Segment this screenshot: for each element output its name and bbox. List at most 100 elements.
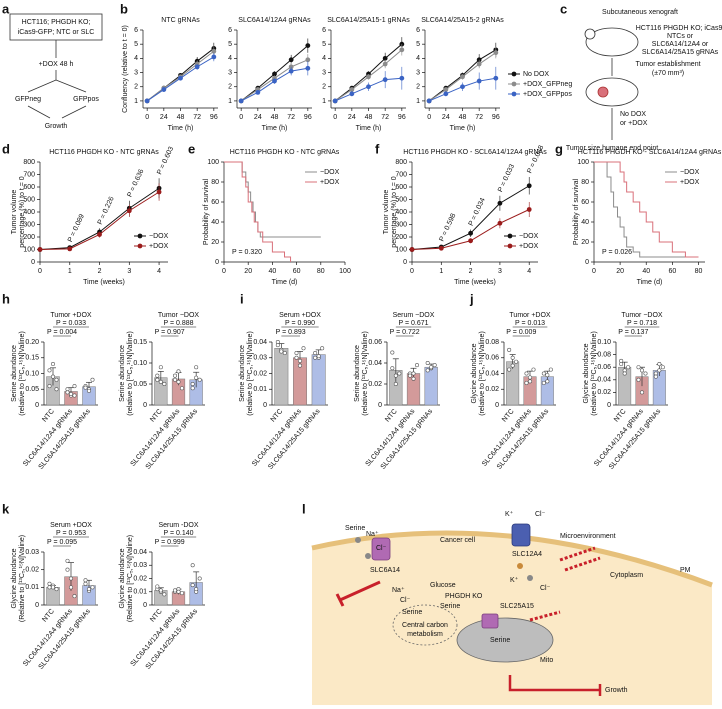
- data-point: [399, 41, 405, 47]
- diagram-l-shapes: [311, 523, 713, 705]
- data-point: [493, 50, 499, 56]
- data-point: [305, 65, 311, 71]
- chart-title: HCT116 PHGDH KO - SCL6A14/12A4 gRNAs: [403, 149, 547, 156]
- legend-label: +DOX: [680, 179, 700, 186]
- y-tick-label: 80: [211, 179, 219, 186]
- x-tick-label: 48: [271, 114, 279, 121]
- y-axis-label: Glycine abundance: [119, 548, 126, 608]
- diagram-label: Na⁺: [392, 586, 405, 594]
- legend-marker: [507, 243, 513, 249]
- p-value: P = 0.598: [438, 212, 457, 242]
- data-point: [393, 373, 398, 378]
- y-tick-label: 0: [35, 402, 39, 409]
- y-tick-label: 0.05: [25, 386, 39, 393]
- bar: [424, 366, 438, 406]
- x-tick-label: 96: [492, 114, 500, 121]
- diagram-label: SLC12A4: [512, 551, 542, 558]
- data-point: [526, 207, 532, 212]
- data-point: [211, 48, 217, 54]
- y-tick-label: 0.15: [25, 355, 39, 362]
- data-point: [294, 355, 299, 360]
- y-tick-label: 4: [134, 55, 138, 62]
- y-tick-label: 100: [395, 246, 407, 253]
- p-value: P = 0.722: [390, 329, 420, 336]
- data-point: [493, 75, 499, 81]
- y-tick-label: 0.08: [597, 351, 611, 358]
- data-point: [426, 98, 432, 104]
- x-tick-label: 4: [157, 268, 161, 275]
- data-point: [180, 386, 185, 391]
- p-value: P = 0.140: [163, 530, 193, 537]
- chart-title: Tumor −DOX: [158, 312, 199, 319]
- chart-title: SLC6A14/12A4 gRNAs: [238, 17, 311, 24]
- y-tick-label: 400: [23, 209, 35, 216]
- y-tick-label: 700: [395, 171, 407, 178]
- data-point: [527, 375, 532, 380]
- data-point: [390, 350, 395, 355]
- y-tick-label: 1: [228, 98, 232, 105]
- data-point: [294, 351, 299, 356]
- data-point: [297, 363, 302, 368]
- data-point: [366, 74, 371, 80]
- branch-text: GFPneg: [15, 96, 41, 103]
- x-tick-label: 48: [365, 114, 373, 121]
- x-tick-label: 96: [210, 114, 218, 121]
- panel-label: b: [120, 1, 128, 16]
- y-axis-label: Confluency (relative to t = 0): [122, 25, 129, 113]
- data-point: [548, 367, 553, 372]
- p-value: P = 0.718: [627, 320, 657, 327]
- diagram-label: Serine: [402, 609, 422, 616]
- step-text: Tumor establishment: [635, 61, 700, 68]
- p-value: P = 0.137: [618, 329, 648, 336]
- x-tick-label: 48: [177, 114, 185, 121]
- y-tick-label: 4: [416, 55, 420, 62]
- legend-label: +DOX_GFPneg: [523, 81, 572, 88]
- x-axis-label: Time (d): [637, 279, 663, 286]
- legend-marker: [507, 233, 513, 239]
- data-point: [332, 98, 338, 104]
- data-point: [69, 576, 74, 581]
- chart-title: Serum +DOX: [279, 312, 321, 319]
- x-axis-label: Time (h): [450, 125, 476, 132]
- data-point: [83, 578, 88, 583]
- diagram-label: Mito: [540, 657, 553, 664]
- diagram-c-shapes: [584, 27, 639, 140]
- x-tick-label: 60: [293, 268, 301, 275]
- x-tick-label: 72: [287, 114, 295, 121]
- diagram-label: Cl⁻: [535, 511, 546, 518]
- panel-label: i: [240, 291, 244, 306]
- y-tick-label: 0.04: [133, 549, 147, 556]
- data-point: [190, 583, 195, 588]
- x-tick-label: NTC: [41, 408, 56, 424]
- data-point: [97, 232, 102, 237]
- y-tick-label: 0.02: [485, 386, 499, 393]
- y-tick-label: 1: [134, 98, 138, 105]
- data-point: [639, 390, 644, 395]
- data-point: [238, 98, 244, 104]
- p-value: P = 0.636: [126, 168, 145, 198]
- y-axis-label: (Relative to [¹³C₅,¹⁵N]Valine): [127, 535, 134, 622]
- y-axis-label: (relative to [¹³C₅,¹⁵N]Valine): [19, 331, 26, 416]
- data-point: [414, 363, 419, 368]
- data-point: [619, 358, 624, 363]
- y-tick-label: 0.01: [133, 589, 147, 596]
- data-point: [622, 371, 627, 376]
- x-tick-label: NTC: [149, 408, 164, 424]
- data-point: [279, 349, 284, 354]
- diagram-a-shapes: [9, 13, 103, 119]
- data-point: [158, 365, 163, 370]
- y-tick-label: 3: [134, 69, 138, 76]
- data-point: [510, 363, 515, 368]
- data-point: [176, 379, 181, 384]
- data-point: [50, 374, 55, 379]
- chart-title: Serum +DOX: [50, 522, 92, 529]
- data-point: [72, 393, 77, 398]
- x-axis-label: Time (weeks): [83, 279, 125, 286]
- data-point: [65, 567, 70, 572]
- data-point: [54, 377, 59, 382]
- diagram-label: Cl⁻: [400, 597, 411, 604]
- p-value: P = 0.953: [56, 530, 86, 537]
- y-tick-label: 4: [228, 55, 232, 62]
- x-axis-label: Time (h): [262, 125, 288, 132]
- x-tick-label: NTC: [501, 408, 516, 424]
